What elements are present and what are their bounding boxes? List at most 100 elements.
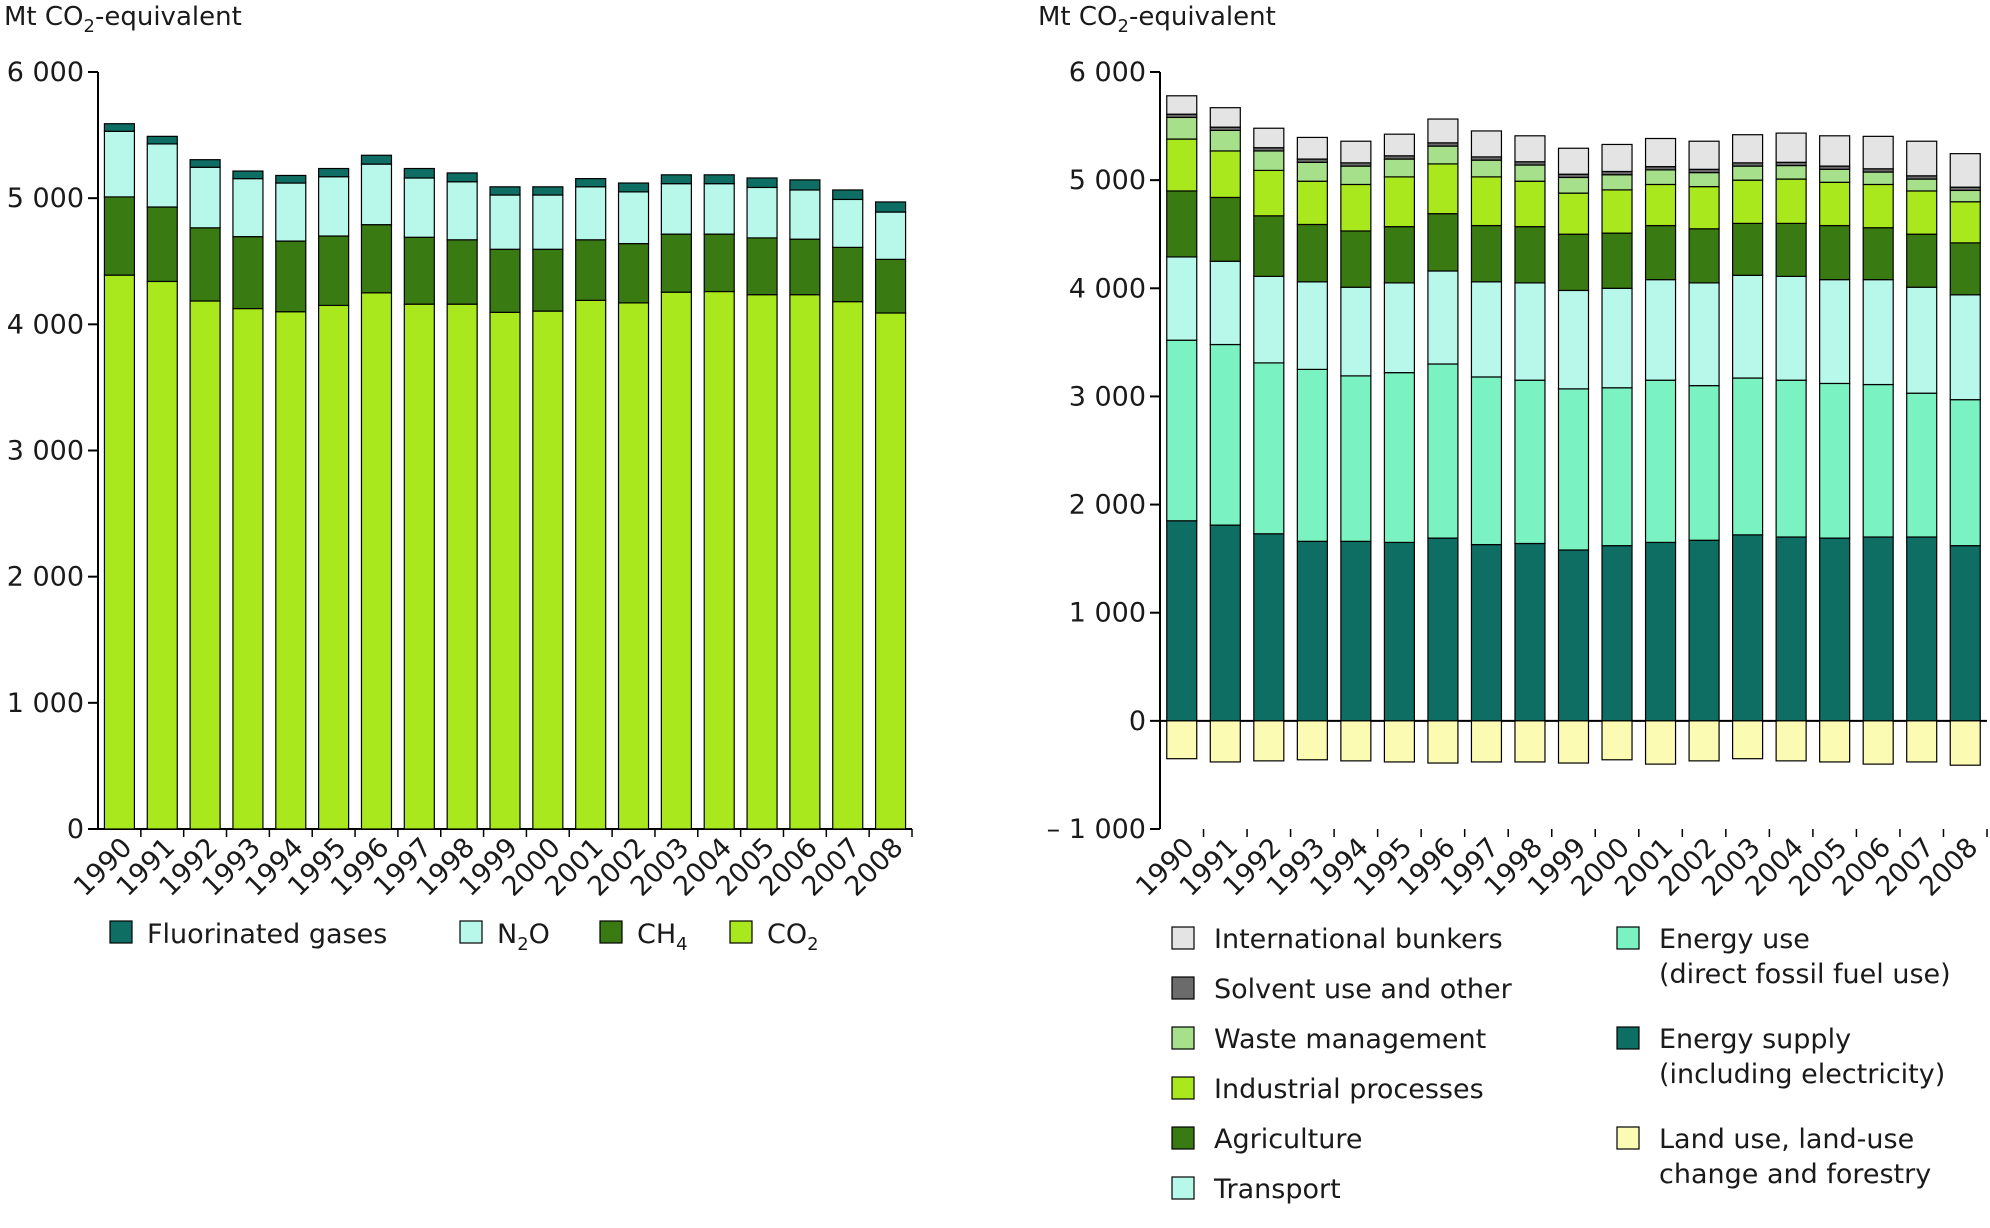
bar-segment xyxy=(489,194,521,250)
bar-segment xyxy=(1949,399,1981,547)
bar-segment xyxy=(1427,363,1459,539)
bar-segment xyxy=(1514,180,1546,228)
bar-segment xyxy=(1775,275,1807,381)
legend-label: Solvent use and other xyxy=(1214,974,1513,1005)
legend-label: Industrial processes xyxy=(1214,1074,1484,1105)
bar-segment xyxy=(1383,720,1415,763)
legend-swatch xyxy=(1171,1176,1195,1200)
legend-label: N2O xyxy=(497,919,550,955)
bar-segment xyxy=(1166,116,1198,140)
bar-segment xyxy=(789,189,821,240)
bar-segment xyxy=(1514,226,1546,284)
bar-segment xyxy=(1688,282,1720,387)
bar-segment xyxy=(1601,232,1633,289)
bar-segment xyxy=(1557,289,1590,390)
bar-segment xyxy=(1688,539,1720,722)
bar-segment xyxy=(403,177,435,238)
bar-segment xyxy=(1949,545,1981,722)
legend-swatch xyxy=(1171,1026,1195,1050)
bar-segment xyxy=(1775,178,1807,225)
bar-segment xyxy=(1601,387,1633,547)
legend-label: Land use, land-use change and forestry xyxy=(1659,1124,1931,1190)
bar-segment xyxy=(1209,107,1241,128)
bar-segment xyxy=(1906,178,1938,192)
bar-segment xyxy=(1427,118,1459,144)
bar-segment xyxy=(1775,222,1807,277)
bar-segment xyxy=(275,240,307,313)
bar-segment xyxy=(1819,181,1851,227)
y-tick-label: 3 000 xyxy=(1069,381,1146,412)
legend-label: Waste management xyxy=(1214,1024,1486,1055)
bar-segment xyxy=(1775,536,1807,722)
bar-segment xyxy=(1253,362,1285,535)
bar-segment xyxy=(1949,720,1981,766)
bar-segment xyxy=(1296,720,1328,761)
bar-segment xyxy=(1862,720,1894,765)
bar-segment xyxy=(1166,520,1198,722)
bar-segment xyxy=(617,191,650,245)
bar-segment xyxy=(1601,720,1633,761)
bar-segment xyxy=(1166,720,1198,760)
bar-segment xyxy=(1296,281,1328,370)
bar-segment xyxy=(1644,169,1677,186)
y-tick-label: 5 000 xyxy=(1069,165,1146,196)
bar-segment xyxy=(1427,537,1459,722)
bar-segment xyxy=(1819,279,1851,385)
bar-segment xyxy=(1906,233,1938,288)
legend-label: Fluorinated gases xyxy=(147,919,387,950)
bar-segment xyxy=(1470,281,1503,378)
bar-segment xyxy=(1906,140,1938,177)
bar-segment xyxy=(1557,192,1590,235)
bar-segment xyxy=(1732,720,1764,760)
bar-segment xyxy=(703,183,735,235)
legend-label: CH4 xyxy=(637,919,688,955)
bar-segment xyxy=(1166,339,1198,522)
bar-segment xyxy=(1209,196,1241,262)
bar-segment xyxy=(703,174,735,185)
legend-label: Transport xyxy=(1213,1174,1341,1205)
bar-segment xyxy=(746,237,778,296)
bar-segment xyxy=(1601,189,1633,234)
bar-segment xyxy=(489,311,521,830)
bar-segment xyxy=(1340,183,1372,232)
legend-label: CO2 xyxy=(767,919,819,955)
bar-segment xyxy=(189,300,221,830)
bar-segment xyxy=(1383,541,1415,722)
bar-segment xyxy=(146,143,178,208)
bar-segment xyxy=(532,248,564,312)
bar-segment xyxy=(575,299,607,830)
bar-segment xyxy=(660,233,692,293)
bar-segment xyxy=(1819,135,1851,167)
bar-segment xyxy=(832,189,864,201)
bar-segment xyxy=(1166,138,1198,192)
bar-segment xyxy=(1383,176,1415,228)
bar-segment xyxy=(446,239,478,305)
y-tick-label: 6 000 xyxy=(7,57,84,88)
bar-segment xyxy=(703,290,735,830)
bar-segment xyxy=(403,167,435,179)
bar-segment xyxy=(1949,153,1981,188)
bar-segment xyxy=(1732,134,1764,164)
bar-segment xyxy=(1253,169,1285,217)
legend-swatch xyxy=(1616,1026,1640,1050)
y-tick-label: 0 xyxy=(1129,706,1146,737)
bar-segment xyxy=(1470,720,1503,763)
bar-segment xyxy=(318,167,350,178)
bar-segment xyxy=(189,159,221,168)
bar-segment xyxy=(1340,720,1372,762)
bar-segment xyxy=(575,178,607,188)
bar-segment xyxy=(103,123,136,132)
bar-segment xyxy=(1688,171,1720,188)
bar-segment xyxy=(1557,388,1590,551)
bar-segment xyxy=(1601,174,1633,191)
legend-swatch xyxy=(1616,1126,1640,1150)
bar-segment xyxy=(746,177,778,189)
legend-swatch xyxy=(599,920,623,944)
y-tick-label: 3 000 xyxy=(7,436,84,467)
bar-segment xyxy=(1209,343,1241,526)
bar-segment xyxy=(1514,135,1546,163)
chart-right-sector-emissions: Mt CO2-equivalent – 1 000 0 1 000 2 000 3 000… xyxy=(1038,2,1988,1205)
y-tick-label: 4 000 xyxy=(7,309,84,340)
legend-label: International bunkers xyxy=(1214,924,1503,955)
bar-segment xyxy=(532,310,564,830)
